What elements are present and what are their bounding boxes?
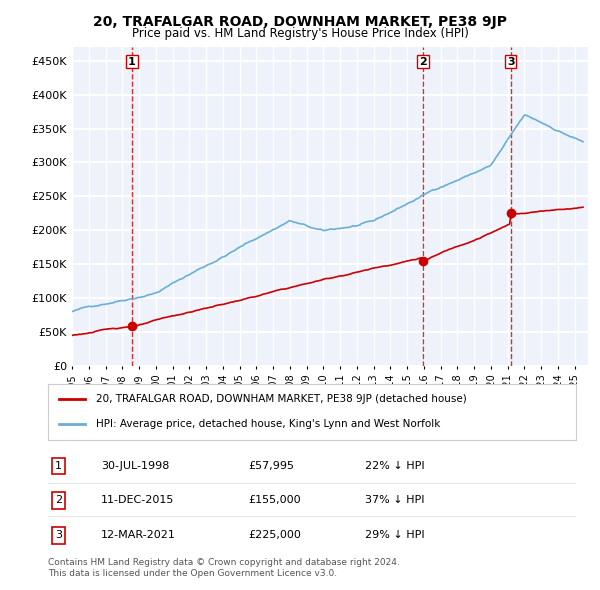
Text: £225,000: £225,000 [248,530,302,540]
Text: 20, TRAFALGAR ROAD, DOWNHAM MARKET, PE38 9JP: 20, TRAFALGAR ROAD, DOWNHAM MARKET, PE38… [93,15,507,29]
Text: 2: 2 [419,57,427,67]
Text: 11-DEC-2015: 11-DEC-2015 [101,495,174,505]
Text: £57,995: £57,995 [248,461,295,471]
Text: HPI: Average price, detached house, King's Lynn and West Norfolk: HPI: Average price, detached house, King… [95,419,440,429]
Text: £155,000: £155,000 [248,495,301,505]
Text: Contains HM Land Registry data © Crown copyright and database right 2024.: Contains HM Land Registry data © Crown c… [48,558,400,566]
Text: 37% ↓ HPI: 37% ↓ HPI [365,495,424,505]
Text: 2: 2 [55,495,62,505]
Text: 30-JUL-1998: 30-JUL-1998 [101,461,169,471]
Text: This data is licensed under the Open Government Licence v3.0.: This data is licensed under the Open Gov… [48,569,337,578]
Text: 22% ↓ HPI: 22% ↓ HPI [365,461,424,471]
Text: 1: 1 [128,57,136,67]
Text: 3: 3 [507,57,515,67]
Text: 29% ↓ HPI: 29% ↓ HPI [365,530,424,540]
Text: Price paid vs. HM Land Registry's House Price Index (HPI): Price paid vs. HM Land Registry's House … [131,27,469,40]
Text: 12-MAR-2021: 12-MAR-2021 [101,530,176,540]
Text: 20, TRAFALGAR ROAD, DOWNHAM MARKET, PE38 9JP (detached house): 20, TRAFALGAR ROAD, DOWNHAM MARKET, PE38… [95,394,466,404]
Text: 1: 1 [55,461,62,471]
Text: 3: 3 [55,530,62,540]
